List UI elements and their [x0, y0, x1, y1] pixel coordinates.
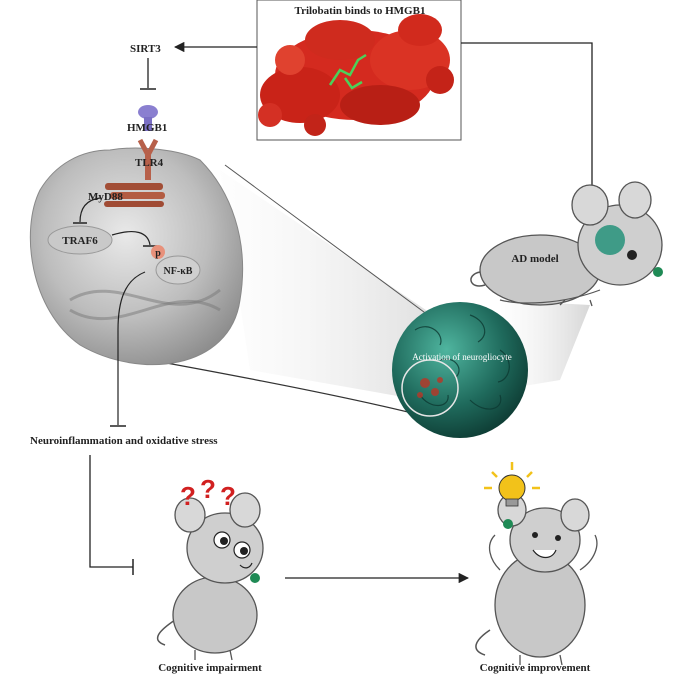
phospho-label: p: [155, 248, 161, 259]
improved-mouse: [475, 493, 598, 666]
hmgb1-molecule: [138, 105, 158, 131]
inhibition-to-ad-model: [461, 42, 600, 189]
ad-model-label: AD model: [511, 253, 558, 265]
impairment-label: Cognitive impairment: [158, 662, 262, 674]
myd88-label: MyD88: [88, 191, 123, 203]
protein-structure-panel: Trilobatin binds to HMGB1: [256, 0, 462, 141]
nfkb-to-inflammation: [110, 271, 146, 427]
sirt3-label: SIRT3: [130, 43, 161, 55]
impaired-mouse: [156, 492, 264, 661]
trilobatin-ligand: [328, 53, 367, 90]
tlr4-label: TLR4: [135, 157, 164, 169]
question-mark-1: ?: [180, 481, 196, 511]
myd88-complex: [104, 183, 165, 207]
inflammation-label: Neuroinflammation and oxidative stress: [30, 435, 218, 447]
tlr4-receptor: [137, 138, 159, 180]
neurogliocyte: [392, 302, 528, 438]
sirt3-inhibits-hmgb1: [140, 58, 156, 90]
improvement-label: Cognitive improvement: [480, 662, 591, 674]
nfkb-node: [151, 245, 201, 285]
hmgb1-protein-surface: [258, 14, 454, 136]
myd88-to-traf6: [73, 197, 101, 224]
neuroglia-label: Activation of neurogliocyte: [412, 352, 511, 362]
traf6-label: TRAF6: [62, 235, 98, 247]
traf6-node: [47, 225, 113, 255]
question-marks: ? ? ?: [180, 474, 236, 511]
question-mark-3: ?: [220, 481, 236, 511]
ad-model-mouse: [470, 181, 663, 307]
question-mark-2: ?: [200, 474, 216, 504]
inflammation-to-impairment: [89, 455, 134, 575]
protein-box-title: Trilobatin binds to HMGB1: [295, 5, 426, 17]
lightbulb-icon: [484, 462, 540, 507]
cell-body: [29, 147, 244, 366]
hmgb1-label: HMGB1: [127, 122, 167, 134]
nfkb-label: NF-κB: [164, 266, 193, 277]
